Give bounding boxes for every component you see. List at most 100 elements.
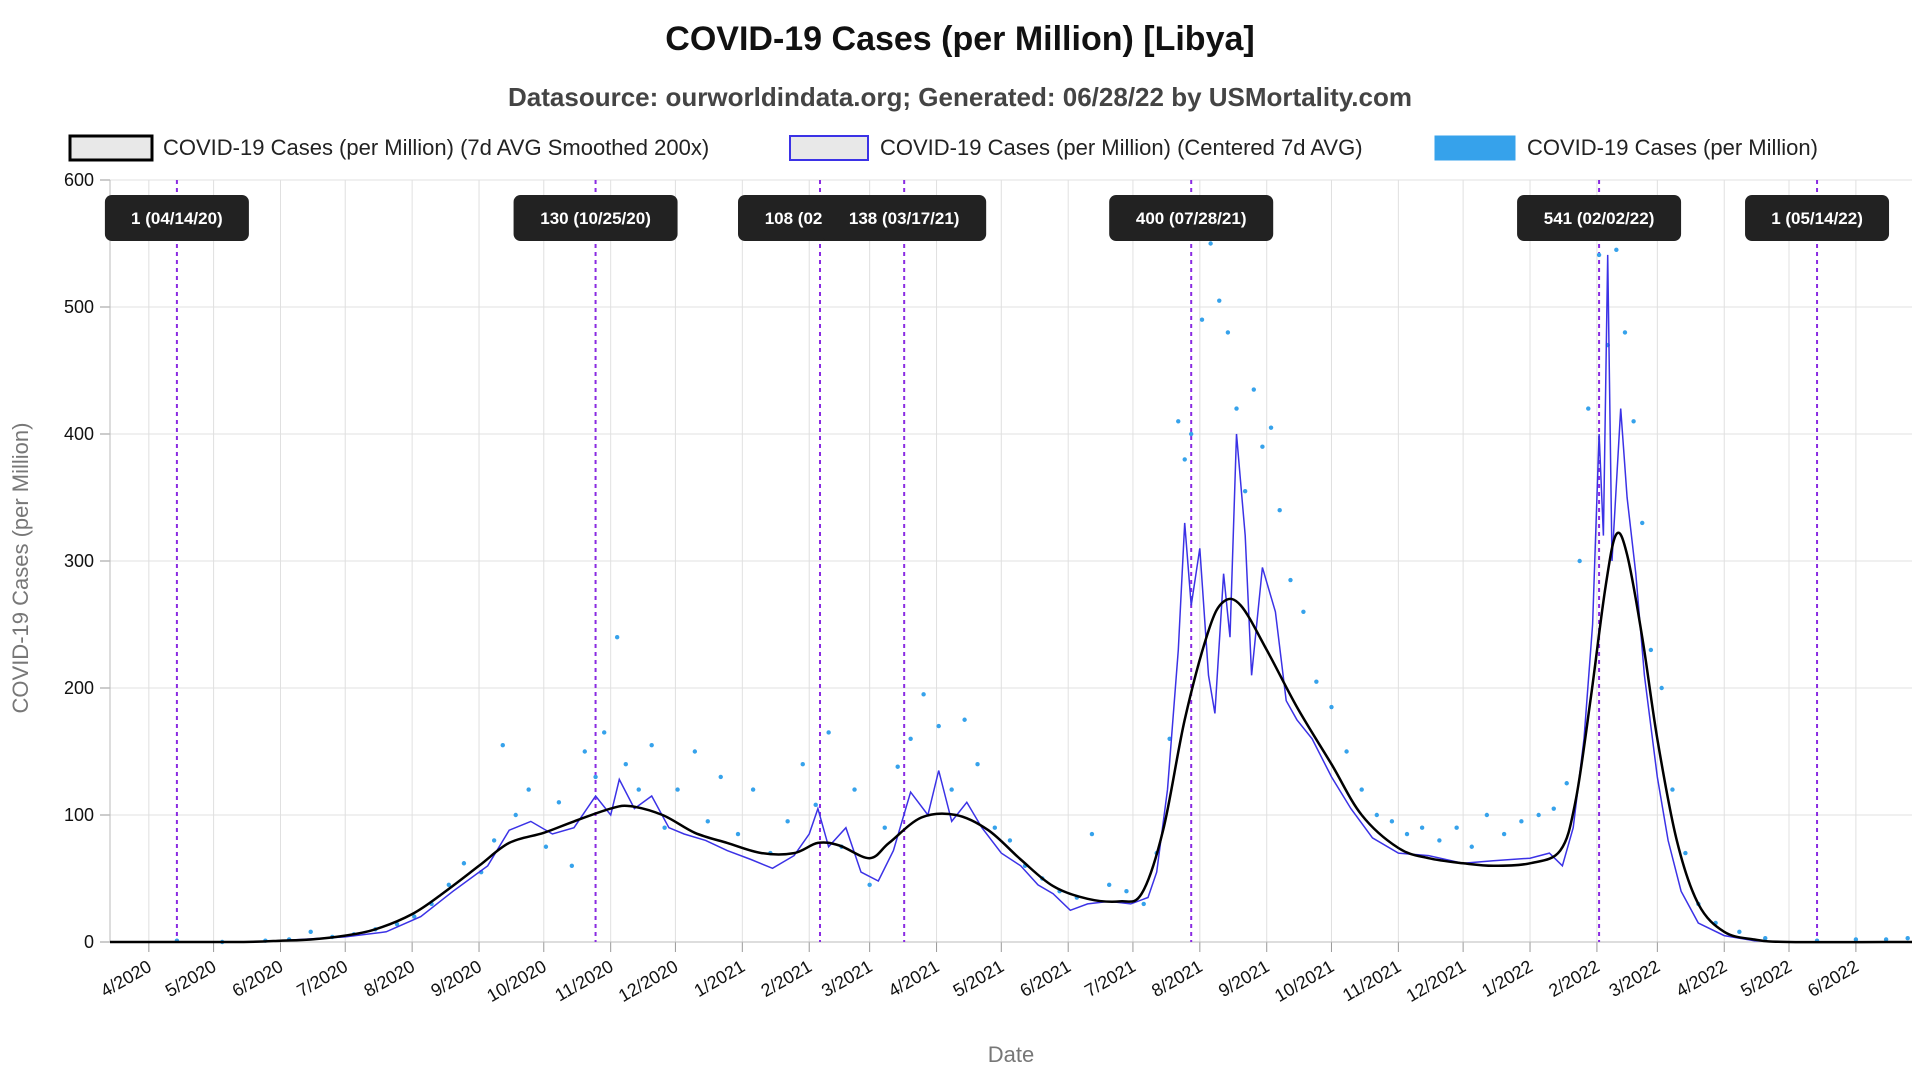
x-tick-label: 3/2022: [1606, 956, 1664, 1001]
daily-point: [1419, 825, 1425, 830]
daily-point: [908, 736, 913, 741]
daily-point: [1225, 330, 1231, 335]
legend-swatch-smoothed[interactable]: [68, 134, 154, 162]
daily-point: [1501, 831, 1507, 837]
annotation-text: 541 (02/02/22): [1544, 209, 1655, 228]
series-lines: [110, 254, 1913, 944]
x-tick-label: 7/2020: [294, 956, 352, 1001]
legend-label-centered[interactable]: COVID-19 Cases (per Million) (Centered 7…: [880, 135, 1363, 160]
daily-point: [1905, 935, 1910, 941]
y-tick-label: 0: [84, 932, 94, 952]
daily-point: [623, 762, 628, 767]
daily-point: [1208, 241, 1213, 246]
annotation-label: 138 (03/17/21): [822, 195, 987, 241]
x-tick-label: 6/2020: [229, 956, 287, 1001]
x-tick-label: 4/2020: [97, 956, 155, 1001]
daily-point: [1469, 844, 1474, 849]
x-tick-label: 5/2022: [1737, 956, 1795, 1001]
daily-point: [692, 749, 698, 754]
x-tick-label: 12/2021: [1403, 956, 1469, 1006]
daily-point: [543, 844, 549, 849]
daily-point: [1454, 825, 1459, 830]
daily-point: [1189, 431, 1194, 437]
daily-point: [1176, 419, 1181, 424]
x-tick-label: 4/2021: [885, 956, 943, 1001]
daily-point: [882, 825, 887, 830]
daily-point: [800, 762, 805, 767]
daily-point: [1631, 419, 1636, 424]
daily-point: [1288, 577, 1293, 583]
daily-point: [705, 819, 710, 824]
annotation-label: 130 (10/25/20): [513, 195, 678, 241]
daily-point: [813, 802, 818, 808]
series-line-smoothed: [110, 531, 1913, 944]
x-tick-label: 10/2020: [483, 956, 549, 1006]
daily-point: [1883, 937, 1889, 942]
annotation-label: 1 (05/14/22): [1745, 195, 1890, 241]
daily-point: [461, 861, 467, 866]
x-axis-title: Date: [988, 1042, 1034, 1067]
daily-point: [1329, 704, 1334, 710]
daily-point: [852, 787, 857, 792]
daily-point: [1564, 781, 1569, 786]
daily-point: [1640, 520, 1645, 526]
daily-point: [1301, 609, 1306, 614]
legend-swatch-daily[interactable]: [1434, 135, 1516, 161]
daily-point: [569, 863, 575, 868]
x-tick-label: 1/2022: [1478, 956, 1536, 1001]
daily-point: [867, 882, 872, 888]
daily-point: [675, 787, 680, 792]
annotation-text: 138 (03/17/21): [849, 209, 960, 228]
daily-point: [1519, 819, 1524, 824]
legend-label-daily[interactable]: COVID-19 Cases (per Million): [1527, 135, 1818, 160]
x-tick-label: 6/2021: [1017, 956, 1075, 1001]
x-tick-label: 2/2022: [1545, 956, 1603, 1001]
daily-point: [895, 764, 900, 769]
annotation-box: [104, 195, 249, 241]
series-line-centered: [110, 254, 1912, 943]
daily-point: [1586, 406, 1591, 411]
daily-point: [1344, 749, 1349, 754]
daily-point: [593, 774, 598, 780]
daily-point: [1182, 457, 1187, 462]
legend-swatch-centered[interactable]: [789, 135, 869, 161]
chart-subtitle: Datasource: ourworldindata.org; Generate…: [508, 82, 1412, 112]
daily-point: [1484, 812, 1490, 818]
x-tick-label: 9/2021: [1215, 956, 1273, 1001]
x-tick-label: 1/2021: [691, 956, 749, 1001]
y-tick-label: 400: [64, 424, 94, 444]
y-axis-title: COVID-19 Cases (per Million): [8, 423, 33, 714]
x-axis: 4/2020 5/2020 6/2020 7/2020 8/2020 9/202010/2…: [97, 941, 1912, 1006]
daily-point: [662, 825, 667, 830]
daily-point: [992, 825, 998, 830]
x-tick-label: 5/2020: [162, 956, 220, 1001]
daily-point: [1268, 425, 1274, 430]
daily-point: [735, 831, 741, 837]
daily-point: [1683, 850, 1688, 856]
annotation-text: 1 (04/14/20): [131, 209, 223, 228]
x-tick-label: 11/2020: [551, 956, 616, 1005]
chart-title: COVID-19 Cases (per Million) [Libya]: [665, 20, 1254, 58]
daily-point: [394, 922, 400, 927]
x-tick-label: 8/2021: [1148, 956, 1206, 1001]
legend-label-smoothed[interactable]: COVID-19 Cases (per Million) (7d AVG Smo…: [163, 135, 709, 160]
legend: COVID-19 Cases (per Million) (7d AVG Smo…: [68, 134, 1818, 162]
y-tick-label: 100: [64, 805, 94, 825]
daily-point: [962, 717, 967, 722]
daily-point: [1374, 812, 1379, 818]
annotation-text: 130 (10/25/20): [540, 209, 651, 228]
daily-point: [636, 787, 641, 792]
daily-point: [526, 787, 531, 792]
annotation-box: [1109, 195, 1274, 241]
daily-point: [750, 787, 756, 792]
daily-point: [649, 742, 654, 748]
daily-point: [513, 812, 518, 818]
x-tick-label: 12/2020: [615, 956, 681, 1006]
daily-point: [975, 762, 980, 767]
daily-point: [1648, 647, 1654, 653]
x-tick-label: 6/2022: [1804, 956, 1862, 1001]
x-tick-label: 10/2021: [1271, 956, 1337, 1006]
daily-point: [1089, 831, 1095, 837]
